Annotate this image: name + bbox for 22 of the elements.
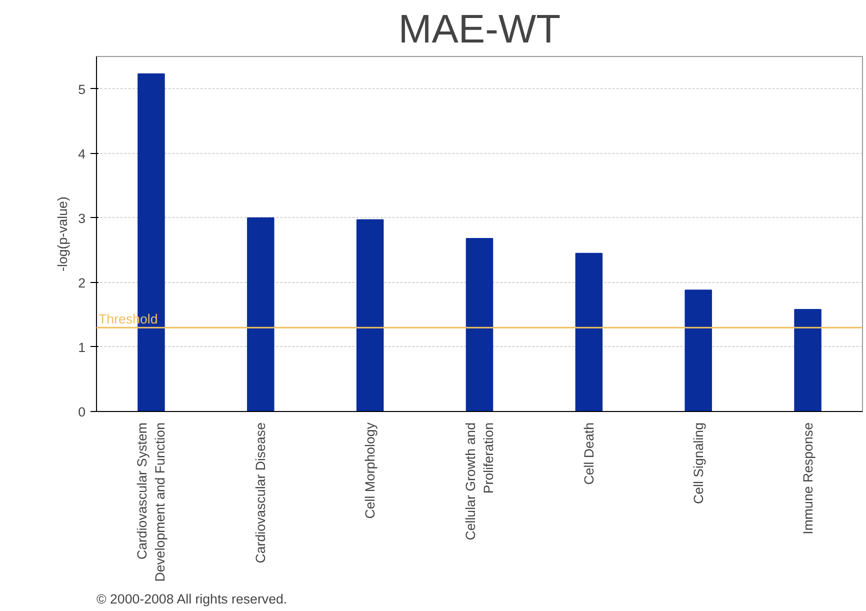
y-tick-label: 4 xyxy=(78,146,86,162)
x-tick-label: Immune Response xyxy=(800,422,816,534)
x-tick-label: Cellular Growth and Proliferation xyxy=(463,422,496,540)
bar xyxy=(247,217,274,412)
y-tick-label: 0 xyxy=(78,404,86,420)
y-tick-label: 3 xyxy=(78,210,86,226)
bar xyxy=(794,309,822,412)
text: © 2000-2008 All rights reserved. xyxy=(96,592,288,606)
y-tick-label: 2 xyxy=(78,275,86,290)
bar xyxy=(356,219,384,412)
bar xyxy=(575,252,603,412)
bar xyxy=(684,290,712,412)
chart-title: MAE-WT xyxy=(398,8,561,52)
x-tick-label: Cell Death xyxy=(581,422,596,485)
bar xyxy=(466,238,494,412)
x-tick-label: Cardiovascular System Development and Function xyxy=(134,422,168,582)
y-tick-label: 5 xyxy=(78,82,86,97)
x-tick-label: Cardiovascular Disease xyxy=(253,422,268,564)
x-tick-label: Cell Morphology xyxy=(362,422,378,519)
y-tick-label: 1 xyxy=(78,340,86,355)
y-axis-title: -log(p-value) xyxy=(55,196,70,272)
x-tick-label: Cell Signaling xyxy=(690,422,706,504)
